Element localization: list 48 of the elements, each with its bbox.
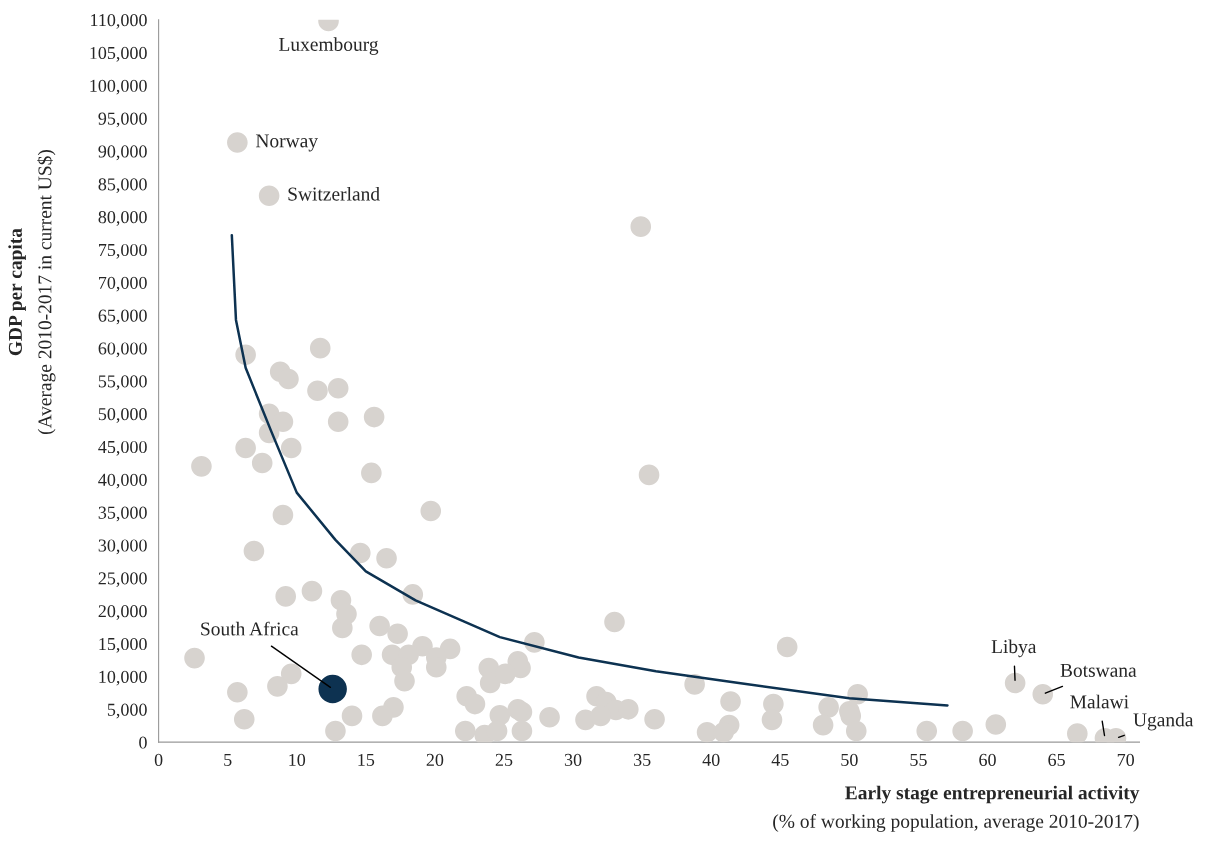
annotation: Botswana bbox=[1060, 663, 1137, 677]
y-tick-label: 95,000 bbox=[98, 112, 147, 128]
x-tick-label: 15 bbox=[358, 753, 375, 766]
y-tick-label: 55,000 bbox=[98, 375, 147, 391]
y-tick-label: 105,000 bbox=[90, 46, 147, 62]
y-tick-label: 10,000 bbox=[99, 670, 147, 686]
x-tick-label: 0 bbox=[154, 753, 163, 766]
y-tick-label: 25,000 bbox=[98, 572, 147, 588]
x-tick-label: 30 bbox=[564, 753, 582, 766]
annotation: South Africa bbox=[201, 621, 299, 636]
annotation: Luxembourg bbox=[279, 37, 379, 55]
x-tick-label: 60 bbox=[979, 753, 996, 766]
y-tick-label: 70,000 bbox=[99, 276, 147, 292]
annotation: Libya bbox=[991, 639, 1037, 658]
x-tick-label: 55 bbox=[910, 753, 927, 766]
x-tick-label: 50 bbox=[841, 753, 858, 766]
y-axis-title: GDP per capita (Average 2010-2017 in current US$) bbox=[8, 150, 56, 435]
y-tick-label: 35,000 bbox=[98, 506, 147, 522]
x-tick-label: 70 bbox=[1117, 753, 1134, 766]
annotation: Uganda bbox=[1133, 712, 1194, 731]
x-tick-label: 65 bbox=[1048, 753, 1065, 766]
y-tick-label: 0 bbox=[139, 736, 147, 749]
y-tick-label: 100,000 bbox=[90, 79, 147, 95]
annotation: Malawi bbox=[1070, 694, 1129, 709]
x-axis-title: Early stage entrepreneurial activity (% of working population, average 2010-2017) bbox=[773, 785, 1140, 832]
x-tick-label: 35 bbox=[633, 753, 651, 766]
y-tick-label: 5,000 bbox=[107, 703, 147, 719]
y-tick-label: 30,000 bbox=[98, 539, 147, 555]
x-tick-label: 45 bbox=[771, 753, 789, 766]
x-tick-label: 5 bbox=[224, 753, 232, 766]
y-tick-label: 60,000 bbox=[98, 342, 147, 358]
x-tick-label: 25 bbox=[495, 753, 513, 766]
y-tick-label: 20,000 bbox=[98, 605, 147, 620]
annotation: Switzerland bbox=[288, 186, 380, 201]
y-tick-label: 110,000 bbox=[91, 14, 147, 29]
x-tick-label: 40 bbox=[702, 753, 720, 766]
annotation: Norway bbox=[255, 134, 318, 152]
y-tick-label: 85,000 bbox=[98, 178, 147, 193]
x-tick-label: 10 bbox=[289, 753, 306, 766]
y-tick-label: 75,000 bbox=[99, 243, 147, 259]
y-tick-label: 45,000 bbox=[98, 440, 147, 456]
y-tick-label: 80,000 bbox=[98, 211, 147, 226]
y-tick-label: 50,000 bbox=[98, 408, 147, 423]
y-tick-label: 90,000 bbox=[98, 145, 147, 161]
x-tick-label: 20 bbox=[426, 753, 444, 766]
y-tick-label: 65,000 bbox=[98, 309, 147, 325]
y-tick-label: 15,000 bbox=[99, 637, 147, 653]
y-tick-label: 40,000 bbox=[98, 473, 147, 489]
